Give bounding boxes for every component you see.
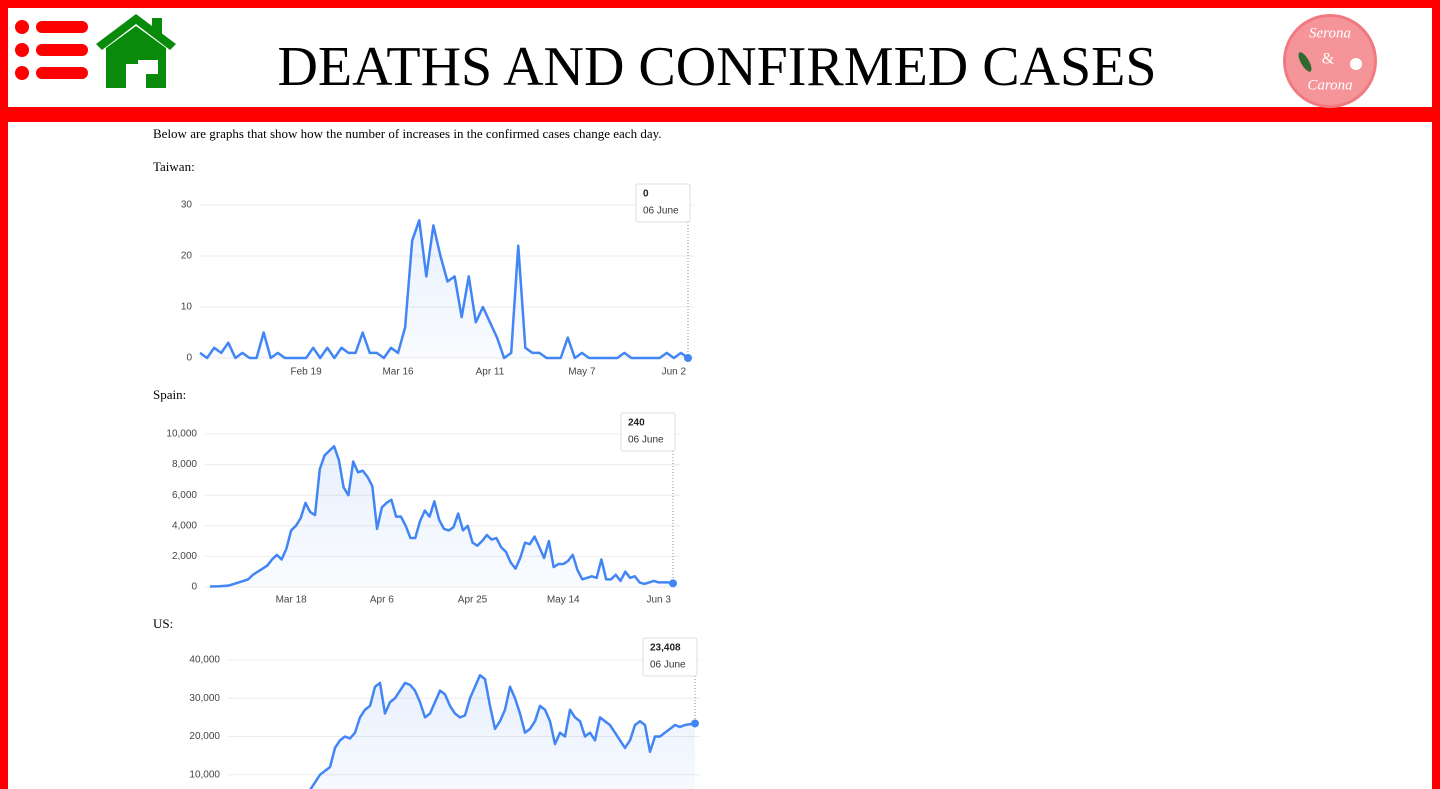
area: [310, 675, 695, 789]
y-tick-label: 10: [181, 302, 193, 313]
logo-text: Serona: [1309, 25, 1351, 41]
intro-text: Below are graphs that show how the numbe…: [153, 126, 662, 141]
tooltip-date: 06 June: [650, 660, 686, 671]
y-tick-label: 40,000: [189, 655, 220, 666]
page-title: DEATHS AND CONFIRMED CASES: [277, 36, 1156, 98]
y-tick-label: 2,000: [172, 551, 197, 562]
frame-left: [0, 122, 8, 789]
chart-title: US:: [153, 616, 173, 631]
x-tick-label: Jun 2: [662, 367, 687, 378]
chart-title: Taiwan:: [153, 159, 195, 174]
tooltip: [635, 183, 691, 223]
y-tick-label: 10,000: [189, 769, 220, 780]
y-tick-label: 10,000: [166, 429, 197, 440]
home-icon[interactable]: [96, 14, 176, 88]
y-tick-label: 20,000: [189, 731, 220, 742]
y-tick-label: 8,000: [172, 459, 197, 470]
x-tick-label: Jun 3: [646, 595, 671, 606]
y-tick-label: 20: [181, 251, 193, 262]
x-tick-label: Apr 11: [476, 367, 505, 378]
y-tick-label: 4,000: [172, 520, 197, 531]
menu-icon[interactable]: [15, 20, 88, 80]
tooltip-value: 240: [628, 418, 645, 429]
tooltip-value: 0: [643, 189, 649, 200]
area: [210, 446, 673, 587]
tooltip-value: 23,408: [650, 643, 681, 654]
tooltip-date: 06 June: [643, 206, 679, 217]
chart-title: Spain:: [153, 387, 186, 402]
y-tick-label: 6,000: [172, 490, 197, 501]
area: [200, 220, 688, 358]
y-tick-label: 30: [181, 200, 193, 211]
tooltip-date: 06 June: [628, 435, 664, 446]
tooltip: [620, 412, 676, 452]
line: [209, 444, 674, 588]
x-tick-label: Feb 19: [291, 367, 323, 378]
logo-text: &: [1322, 51, 1335, 68]
tooltip: [642, 637, 698, 677]
y-tick-label: 0: [186, 353, 192, 364]
line: [199, 219, 689, 360]
x-tick-label: Apr 6: [370, 595, 394, 606]
point: [669, 579, 677, 588]
line: [309, 674, 696, 789]
x-tick-label: Mar 18: [276, 595, 308, 606]
y-tick-label: 0: [191, 582, 197, 593]
x-tick-label: May 7: [568, 367, 596, 378]
header: [8, 8, 1432, 107]
x-tick-label: Apr 25: [458, 595, 488, 606]
y-tick-label: 30,000: [189, 693, 220, 704]
frame-right: [1432, 122, 1440, 789]
content: [8, 122, 1432, 789]
logo-text: Carona: [1307, 77, 1352, 93]
point: [684, 354, 692, 362]
point: [691, 719, 699, 728]
x-tick-label: May 14: [547, 595, 580, 606]
logo[interactable]: Serona & Carona: [1283, 14, 1377, 108]
x-tick-label: Mar 16: [382, 367, 414, 378]
